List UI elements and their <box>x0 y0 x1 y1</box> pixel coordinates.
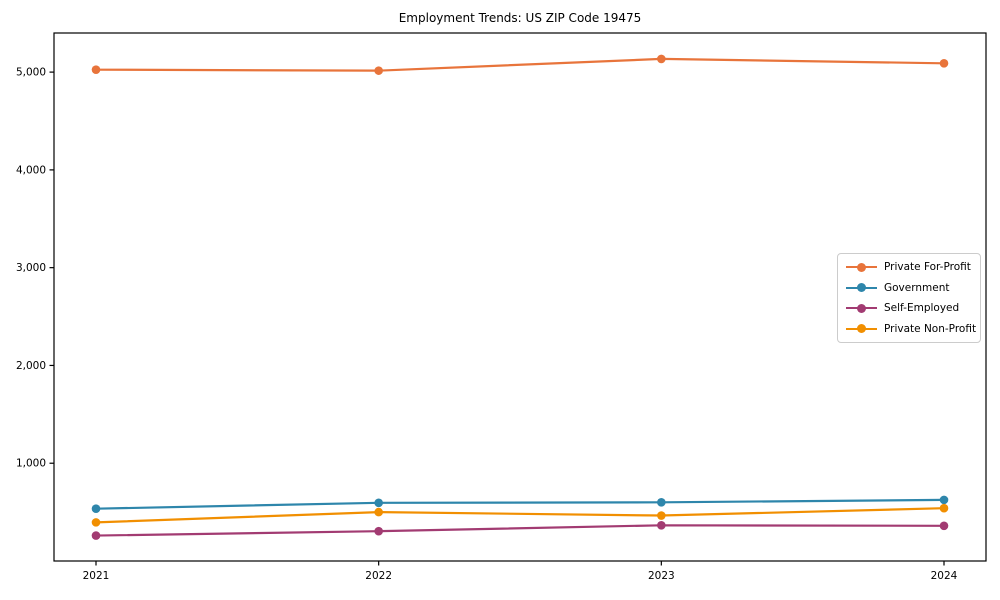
data-point-self-employed <box>939 521 949 531</box>
x-tick-label: 2021 <box>83 570 110 582</box>
legend-marker-icon <box>846 283 877 293</box>
data-point-private-for-profit <box>939 59 949 68</box>
data-point-self-employed <box>374 526 383 536</box>
data-point-private-for-profit <box>374 66 383 75</box>
data-point-government <box>939 495 949 505</box>
x-tick-label: 2024 <box>931 570 958 582</box>
data-point-private-non-profit <box>657 511 666 520</box>
y-tick-label: 4,000 <box>16 164 46 176</box>
legend-marker-icon <box>846 303 877 313</box>
legend-label: Self-Employed <box>884 302 960 315</box>
legend-item-government: Government <box>838 278 980 298</box>
chart-title: Employment Trends: US ZIP Code 19475 <box>398 11 642 25</box>
legend-label: Private Non-Profit <box>884 322 977 335</box>
series-line-self-employed <box>95 524 945 537</box>
data-point-government <box>374 498 383 508</box>
y-tick-label: 2,000 <box>16 360 46 372</box>
legend-item-private-non-profit: Private Non-Profit <box>838 319 980 339</box>
legend-label: Government <box>884 281 950 294</box>
series-line-private-for-profit <box>95 57 945 72</box>
legend-label: Private For-Profit <box>884 261 971 274</box>
data-point-private-non-profit <box>91 518 101 527</box>
data-point-self-employed <box>91 531 101 540</box>
data-point-private-for-profit <box>657 54 666 64</box>
x-tick-label: 2023 <box>648 570 675 582</box>
data-point-self-employed <box>657 521 666 530</box>
series-line-private-non-profit <box>95 507 945 524</box>
data-point-private-for-profit <box>91 65 101 74</box>
y-tick-label: 1,000 <box>16 458 46 470</box>
plot-frame <box>53 32 987 562</box>
legend-marker-icon <box>846 324 877 334</box>
data-point-private-non-profit <box>939 503 949 513</box>
y-tick-label: 5,000 <box>16 67 46 79</box>
legend-marker-icon <box>846 262 877 272</box>
data-point-government <box>91 504 101 513</box>
data-point-government <box>657 498 666 507</box>
legend-item-self-employed: Self-Employed <box>838 298 980 318</box>
x-tick-label: 2022 <box>365 570 392 582</box>
legend-item-private-for-profit: Private For-Profit <box>838 257 980 277</box>
y-tick-label: 3,000 <box>16 262 46 274</box>
legend: Private For-Profit Government Self-Employe… <box>837 253 981 343</box>
data-point-private-non-profit <box>374 507 383 517</box>
series-line-government <box>95 498 945 510</box>
